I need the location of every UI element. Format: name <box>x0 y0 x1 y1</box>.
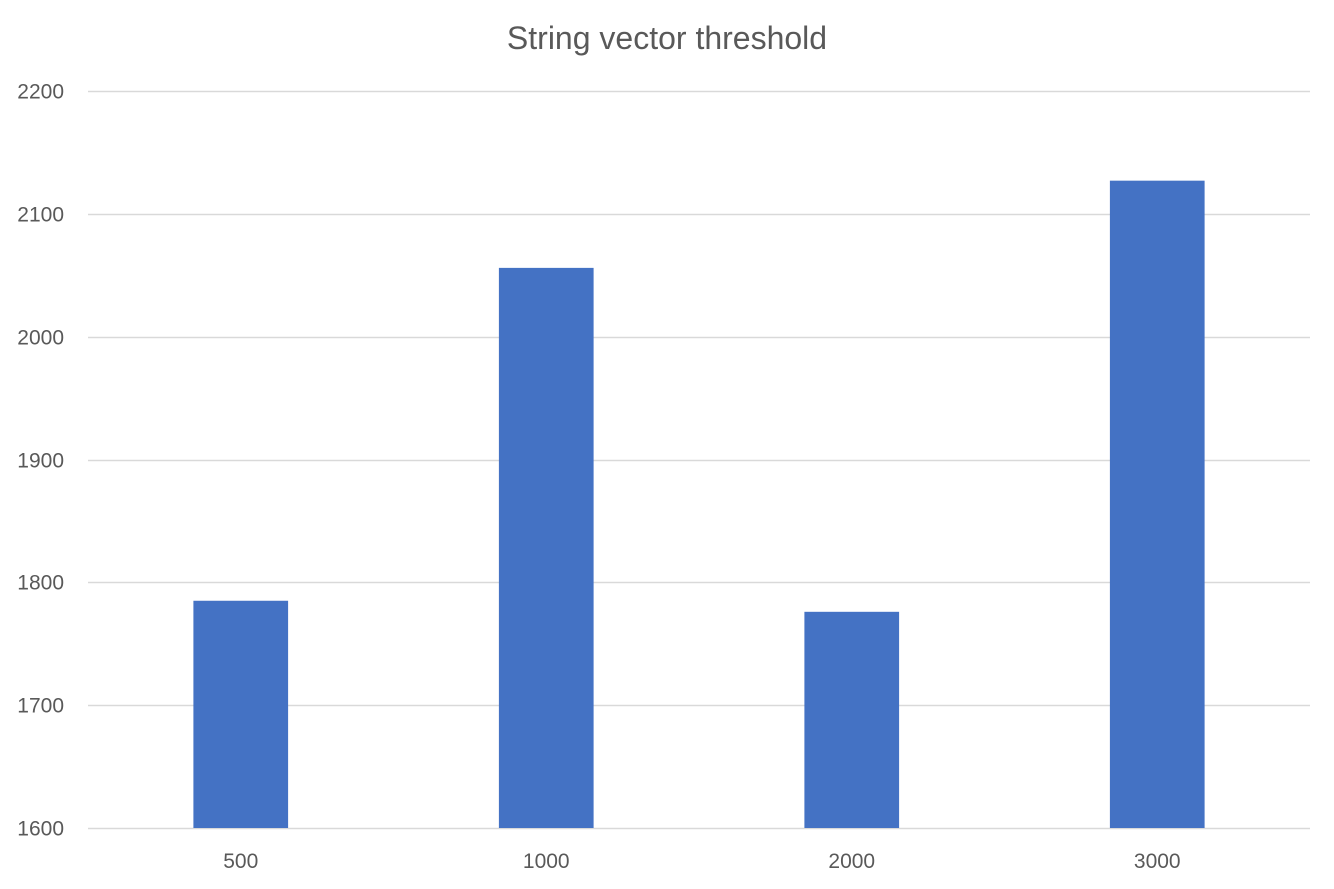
y-tick-label: 1800 <box>17 572 64 595</box>
gridlines <box>88 90 1310 830</box>
y-axis-ticks: 1600 1700 1800 1900 2000 2100 2200 <box>17 81 64 841</box>
y-tick-label: 2000 <box>17 327 64 350</box>
y-tick-label: 2100 <box>17 204 64 227</box>
bar <box>804 611 900 828</box>
bar <box>1109 180 1205 828</box>
x-axis-ticks: 500 1000 2000 3000 <box>223 850 1180 873</box>
chart-title: String vector threshold <box>506 20 828 56</box>
x-tick-label: 2000 <box>828 850 875 873</box>
x-tick-label: 1000 <box>523 850 570 873</box>
x-tick-label: 3000 <box>1134 850 1181 873</box>
bar <box>193 600 289 828</box>
y-tick-label: 2200 <box>17 81 64 104</box>
x-tick-label: 500 <box>223 850 258 873</box>
bars <box>193 180 1205 828</box>
y-tick-label: 1600 <box>17 818 64 841</box>
y-tick-label: 1700 <box>17 695 64 718</box>
bar <box>498 267 594 828</box>
y-tick-label: 1900 <box>17 450 64 473</box>
